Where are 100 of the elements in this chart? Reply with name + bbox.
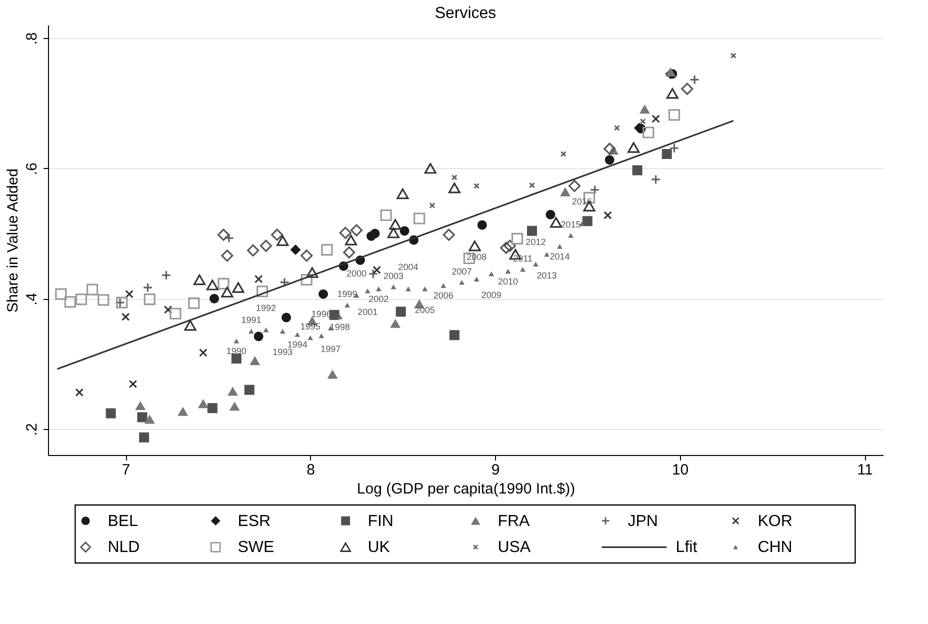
point <box>294 332 300 337</box>
point <box>488 272 494 276</box>
point <box>368 268 378 279</box>
point <box>380 209 392 222</box>
point <box>276 235 289 246</box>
x-tick-label: 9 <box>491 462 500 478</box>
point <box>260 240 272 252</box>
point <box>254 274 263 284</box>
point <box>321 244 333 256</box>
x-axis-title: Log (GDP per capita(1990 Int.$)) <box>356 480 576 498</box>
point <box>116 296 128 308</box>
legend-label: CHN <box>758 539 792 556</box>
point <box>448 182 460 194</box>
annotation: 2012 <box>526 237 546 248</box>
point <box>198 398 208 408</box>
point <box>527 226 538 236</box>
point <box>376 286 382 292</box>
point <box>280 328 286 334</box>
point <box>178 406 188 416</box>
point <box>221 286 234 298</box>
point <box>98 294 110 306</box>
point <box>370 228 380 238</box>
point <box>170 308 182 320</box>
point <box>232 282 244 293</box>
x-tick-label: 7 <box>122 462 130 478</box>
point <box>282 312 292 322</box>
point <box>449 330 460 340</box>
annotation: 1994 <box>287 339 308 350</box>
point <box>642 126 654 138</box>
point <box>669 143 680 154</box>
annotation: 1998 <box>330 322 350 332</box>
point <box>318 289 328 299</box>
annotation: 2013 <box>536 270 557 280</box>
legend-label: SWE <box>238 539 274 556</box>
point <box>560 187 570 196</box>
point <box>144 414 155 424</box>
point <box>556 244 562 249</box>
annotation: 2004 <box>398 262 418 272</box>
point <box>339 226 352 239</box>
point <box>652 114 660 123</box>
point <box>668 109 680 121</box>
point <box>442 228 455 241</box>
point <box>468 240 481 252</box>
legend-label: UK <box>368 539 390 556</box>
point <box>224 233 234 244</box>
point <box>614 124 620 131</box>
point <box>639 104 650 114</box>
point <box>139 432 150 442</box>
point <box>184 320 196 331</box>
point <box>390 284 396 290</box>
point <box>344 234 358 246</box>
point <box>231 354 242 364</box>
annotation: 1997 <box>320 344 341 354</box>
point <box>665 67 676 76</box>
point <box>263 328 269 332</box>
x-tick-label: 10 <box>672 462 689 478</box>
point <box>247 244 260 256</box>
point <box>544 252 550 257</box>
point <box>414 212 426 224</box>
point <box>560 150 566 158</box>
point <box>188 297 200 309</box>
point <box>161 270 172 280</box>
point <box>207 403 218 414</box>
point <box>520 266 526 272</box>
point <box>440 283 446 288</box>
legend-label: KOR <box>758 512 792 530</box>
point <box>227 386 238 396</box>
point <box>343 246 356 258</box>
point <box>400 226 410 236</box>
point <box>55 288 67 300</box>
point <box>244 384 254 395</box>
point <box>290 244 301 256</box>
point <box>474 276 480 282</box>
point <box>300 274 312 286</box>
point <box>364 288 370 294</box>
point <box>164 306 172 314</box>
annotation: 2000 <box>346 268 367 278</box>
point <box>662 149 672 159</box>
point <box>477 220 487 230</box>
point <box>474 182 480 189</box>
point <box>429 202 436 209</box>
legend-label: ESR <box>238 512 271 530</box>
point <box>632 165 642 176</box>
point <box>681 82 694 95</box>
point <box>604 155 614 165</box>
legend-label: FRA <box>498 512 530 530</box>
point <box>666 88 678 99</box>
legend-label: NLD <box>108 539 140 556</box>
point <box>344 302 350 308</box>
annotation: 1992 <box>256 302 276 313</box>
point <box>422 286 428 292</box>
point <box>125 290 134 298</box>
annotation: 2003 <box>383 270 404 281</box>
point <box>300 250 313 262</box>
point <box>640 118 646 124</box>
point <box>590 184 600 195</box>
point <box>604 211 612 220</box>
point <box>337 314 343 320</box>
point <box>730 52 736 59</box>
legend-label: JPN <box>628 512 658 530</box>
